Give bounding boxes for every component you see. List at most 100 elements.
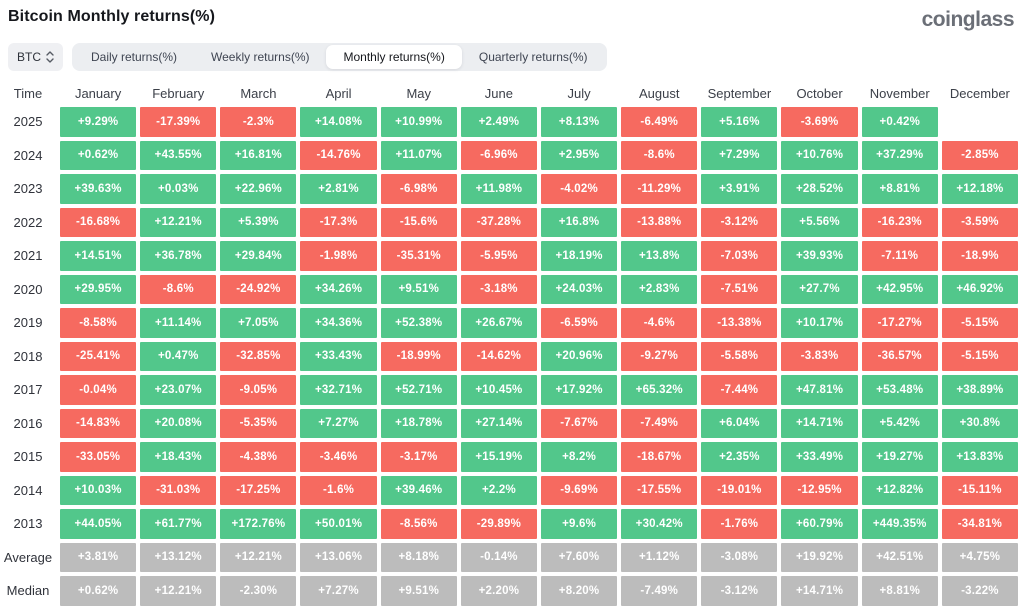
return-cell-2018-june: -14.62% [460,341,537,371]
return-cell-2016-november: +5.42% [861,408,938,438]
return-cell-2021-february: +36.78% [140,241,217,271]
return-cell-2024-october: +10.76% [781,140,858,170]
return-cell-2019-january: -8.58% [60,308,137,338]
return-cell-2014-july: -9.69% [540,475,618,505]
column-header-march: March [240,86,277,101]
return-cell-2022-june: -37.28% [460,207,537,237]
return-cell-2022-april: -17.3% [300,207,377,237]
return-cell-2025-february: -17.39% [140,107,217,137]
column-header-january: January [74,86,122,101]
return-cell-2025-december [942,107,1018,137]
symbol-select[interactable]: BTC [8,43,63,71]
return-cell-2018-november: -36.57% [861,341,938,371]
row-label-2014: 2014 [13,482,43,498]
return-cell-median-november: +8.81% [861,576,938,606]
tab-weekly-returns[interactable]: Weekly returns(%) [194,45,326,69]
return-cell-2013-january: +44.05% [60,509,137,539]
return-cell-2019-july: -6.59% [540,308,618,338]
page-title: Bitcoin Monthly returns(%) [8,8,216,25]
return-cell-2014-april: -1.6% [300,475,377,505]
return-cell-2020-july: +24.03% [540,274,618,304]
tab-monthly-returns[interactable]: Monthly returns(%) [326,45,462,69]
return-cell-2020-may: +9.51% [380,274,457,304]
return-cell-2014-january: +10.03% [60,475,137,505]
return-cell-2024-may: +11.07% [380,140,457,170]
return-cell-2025-july: +8.13% [540,107,618,137]
return-cell-2023-december: +12.18% [941,174,1018,204]
return-cell-2024-april: -14.76% [300,140,377,170]
return-cell-average-november: +42.51% [861,542,938,572]
return-cell-2022-december: -3.59% [941,207,1018,237]
return-cell-2016-january: -14.83% [60,408,137,438]
return-cell-2021-march: +29.84% [220,241,297,271]
column-header-october: October [796,86,843,101]
return-cell-2015-september: +2.35% [701,442,778,472]
return-cell-median-december: -3.22% [941,576,1018,606]
return-cell-average-july: +7.60% [540,542,618,572]
return-cell-2020-june: -3.18% [460,274,537,304]
return-cell-2017-january: -0.04% [60,375,137,405]
toolbar: BTC Daily returns(%) Weekly returns(%) Mon… [8,43,1024,71]
row-label-2015: 2015 [13,449,43,465]
column-header-may: May [406,86,432,101]
return-cell-2022-september: -3.12% [701,207,778,237]
row-label-2024: 2024 [13,147,43,163]
return-cell-2021-july: +18.19% [540,241,618,271]
return-cell-2015-july: +8.2% [540,442,618,472]
return-cell-median-may: +9.51% [380,576,457,606]
return-cell-average-october: +19.92% [781,542,858,572]
column-header-february: February [152,86,205,101]
row-label-2023: 2023 [13,181,43,197]
row-label-2013: 2013 [13,516,43,532]
return-cell-2025-march: -2.3% [220,107,297,137]
return-cell-2013-september: -1.76% [701,509,778,539]
return-cell-2021-august: +13.8% [621,241,698,271]
returns-table: Time January February March April May June July… [0,81,1018,606]
return-cell-2021-december: -18.9% [941,241,1018,271]
tab-quarterly-returns[interactable]: Quarterly returns(%) [462,45,605,69]
return-cell-median-april: +7.27% [300,576,377,606]
return-cell-median-october: +14.71% [781,576,858,606]
up-down-arrows-icon [46,51,54,63]
return-cell-2021-april: -1.98% [300,241,377,271]
row-label-2016: 2016 [13,415,43,431]
return-cell-2013-july: +9.6% [540,509,618,539]
return-cell-2017-march: -9.05% [220,375,297,405]
return-cell-2015-august: -18.67% [621,442,698,472]
return-cell-2024-november: +37.29% [861,140,938,170]
return-cell-2015-april: -3.46% [300,442,377,472]
return-cell-2014-march: -17.25% [220,475,297,505]
return-cell-2022-october: +5.56% [781,207,858,237]
return-cell-2017-november: +53.48% [861,375,938,405]
return-cell-median-january: +0.62% [60,576,137,606]
return-cell-2016-june: +27.14% [460,408,537,438]
return-cell-2023-november: +8.81% [861,174,938,204]
return-cell-2024-july: +2.95% [540,140,618,170]
return-cell-2025-november: +0.42% [861,107,938,137]
row-label-2018: 2018 [13,348,43,364]
return-cell-2019-august: -4.6% [621,308,698,338]
return-cell-2023-september: +3.91% [701,174,778,204]
returns-period-tabs: Daily returns(%) Weekly returns(%) Monthly… [72,43,607,71]
return-cell-2013-april: +50.01% [300,509,377,539]
row-label-2019: 2019 [13,315,43,331]
return-cell-2025-october: -3.69% [781,107,858,137]
return-cell-2025-august: -6.49% [621,107,698,137]
return-cell-2017-february: +23.07% [140,375,217,405]
return-cell-2024-january: +0.62% [60,140,137,170]
return-cell-2024-february: +43.55% [140,140,217,170]
return-cell-2021-may: -35.31% [380,241,457,271]
return-cell-2022-july: +16.8% [540,207,618,237]
return-cell-2016-july: -7.67% [540,408,618,438]
return-cell-2024-march: +16.81% [220,140,297,170]
return-cell-2017-december: +38.89% [941,375,1018,405]
return-cell-2022-august: -13.88% [621,207,698,237]
return-cell-2022-march: +5.39% [220,207,297,237]
return-cell-2017-september: -7.44% [701,375,778,405]
return-cell-2025-january: +9.29% [60,107,137,137]
return-cell-2016-february: +20.08% [140,408,217,438]
return-cell-2025-may: +10.99% [380,107,457,137]
return-cell-median-september: -3.12% [701,576,778,606]
tab-daily-returns[interactable]: Daily returns(%) [74,45,194,69]
row-label-2021: 2021 [13,248,43,264]
